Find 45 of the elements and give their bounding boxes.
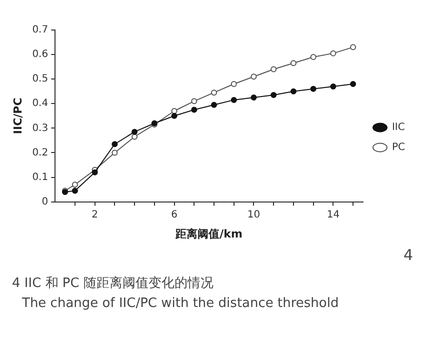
y-tick-label: 0.5 [32, 74, 48, 85]
point [92, 169, 98, 176]
point [290, 60, 296, 66]
y-axis-title: IIC/PC [11, 98, 24, 134]
point [72, 188, 78, 194]
point [211, 90, 218, 96]
y-tick-label: 0.3 [32, 122, 48, 134]
legend-label: IIC [392, 122, 405, 134]
point [310, 86, 316, 92]
point [132, 128, 138, 135]
x-tick-label: 10 [247, 209, 260, 220]
point [132, 134, 138, 140]
point [112, 141, 118, 148]
x-tick-label: 6 [171, 209, 178, 220]
y-tick-label: 0.2 [32, 147, 48, 158]
text: The change of IIC/PC with the distance threshold [22, 296, 339, 311]
point [310, 54, 316, 60]
point [250, 74, 257, 80]
text: 4 [403, 246, 413, 264]
y-tick-label: 0.6 [32, 49, 48, 60]
legend-label: PC [392, 142, 406, 154]
point [230, 80, 237, 87]
point [211, 102, 218, 108]
point [330, 83, 336, 90]
y-tick-label: 0.4 [32, 98, 48, 110]
point [270, 92, 277, 98]
point [112, 150, 118, 156]
point [191, 98, 198, 104]
text: 4 IIC 和 PC 随距离阈值变化的情况 [12, 275, 214, 292]
point [350, 80, 356, 87]
x-axis-title: 距离阈值/km [174, 227, 242, 240]
x-tick-label: 14 [326, 209, 340, 220]
y-tick-label: 0.7 [32, 24, 48, 36]
point [230, 96, 237, 103]
point [350, 44, 356, 50]
y-tick-label: 0.1 [32, 172, 48, 183]
point [171, 112, 178, 119]
x-tick-label: 2 [92, 209, 98, 220]
point [270, 66, 277, 72]
point [191, 106, 198, 113]
point [330, 50, 336, 56]
point [72, 182, 78, 188]
point [290, 88, 296, 94]
point [250, 94, 257, 100]
y-tick-label: 0 [42, 196, 48, 208]
